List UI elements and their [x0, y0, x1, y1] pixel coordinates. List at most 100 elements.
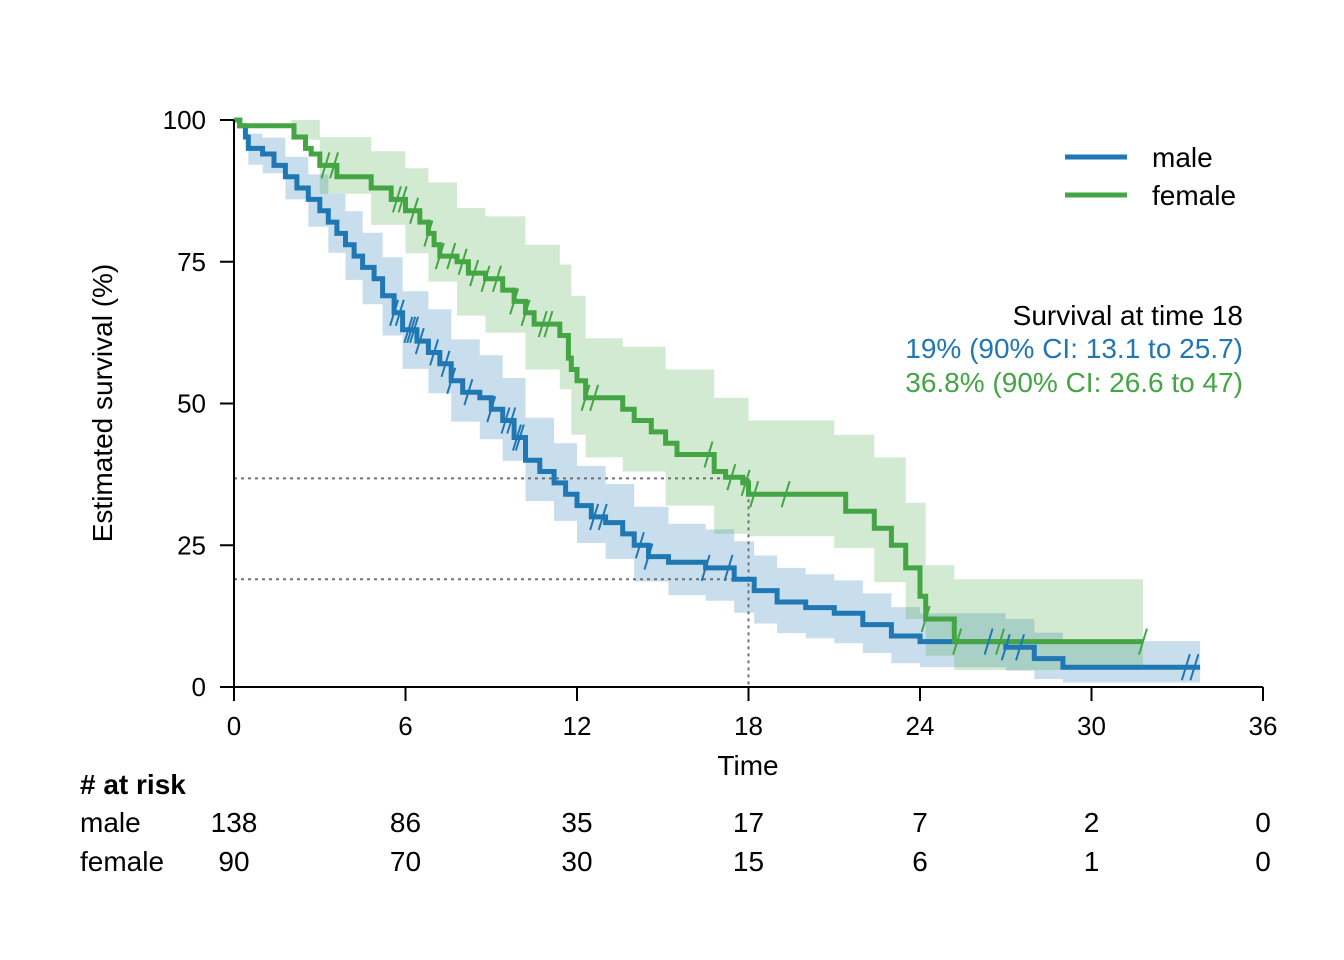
censor-mark-male [446, 367, 457, 395]
confidence-bands [234, 120, 1201, 683]
x-tick-label: 18 [734, 711, 763, 741]
legend-label-male: male [1152, 142, 1213, 173]
censor-mark-female [589, 384, 600, 412]
curve-female [234, 117, 1143, 645]
censor-mark-female [780, 480, 791, 508]
censor-mark-male [1180, 653, 1191, 681]
censor-mark-female [543, 310, 554, 338]
censor-mark-female [703, 441, 714, 468]
risk-value-female: 1 [1084, 846, 1100, 877]
censor-mark-female [749, 480, 760, 508]
reference-lines [234, 477, 750, 687]
censor-mark-female [423, 220, 434, 247]
censor-mark-female [469, 259, 480, 287]
risk-value-male: 86 [390, 807, 421, 838]
censor-mark-female [492, 265, 502, 293]
censor-mark-female [537, 310, 548, 338]
censor-mark-female [952, 628, 963, 655]
annotation-male: 19% (90% CI: 13.1 to 25.7) [905, 333, 1243, 364]
y-tick-label: 100 [163, 105, 206, 135]
x-tick-label: 6 [398, 711, 412, 741]
censor-mark-female [509, 288, 520, 315]
risk-values: 138 86 35 17 7 2 0 90 70 30 15 6 1 0 [211, 807, 1271, 877]
censor-mark-male [406, 316, 417, 344]
censor-mark-female [580, 384, 591, 412]
censor-mark-male [1000, 634, 1011, 661]
risk-table: # at risk male female 138 86 35 17 7 2 0 90 70 30… [80, 769, 1271, 877]
censor-mark-male [440, 350, 451, 378]
censor-mark-female [457, 248, 468, 276]
risk-value-female: 15 [733, 846, 764, 877]
censor-mark-male [414, 327, 425, 355]
censor-mark-female [920, 605, 931, 633]
censor-mark-female [391, 186, 402, 213]
risk-value-female: 70 [390, 846, 421, 877]
censor-mark-female [1137, 628, 1148, 655]
censor-mark-male [409, 316, 420, 344]
risk-value-female: 30 [561, 846, 592, 877]
censor-mark-female [520, 299, 531, 327]
censor-mark-female [329, 152, 339, 179]
x-tick-label: 24 [906, 711, 935, 741]
censor-mark-female [320, 152, 331, 179]
risk-value-female: 6 [912, 846, 928, 877]
censor-mark-male [643, 543, 654, 570]
y-tick-label: 50 [177, 389, 206, 419]
risk-value-male: 17 [733, 807, 764, 838]
censor-mark-male [389, 299, 400, 327]
risk-value-male: 35 [561, 807, 592, 838]
censor-mark-male [403, 316, 414, 344]
risk-value-male: 7 [912, 807, 928, 838]
censor-mark-male [1015, 634, 1025, 661]
censor-mark-male [983, 628, 994, 655]
annotation-female: 36.8% (90% CI: 26.6 to 47) [905, 367, 1243, 398]
survival-curves [234, 117, 1201, 670]
risk-value-male: 2 [1084, 807, 1100, 838]
survival-annotation: Survival at time 18 19% (90% CI: 13.1 to… [905, 300, 1243, 398]
censor-mark-male [500, 407, 511, 434]
censor-mark-female [995, 628, 1005, 655]
x-tick-label: 36 [1249, 711, 1278, 741]
y-axis-title: Estimated survival (%) [87, 264, 118, 543]
annotation-title: Survival at time 18 [1013, 300, 1243, 331]
censor-mark-male [429, 339, 440, 366]
x-tick-label: 0 [227, 711, 241, 741]
censor-mark-female [726, 463, 737, 491]
risk-value-female: 90 [218, 846, 249, 877]
risk-row-label-male: male [80, 807, 141, 838]
legend: male female [1065, 142, 1236, 211]
censor-mark-male [512, 424, 522, 451]
censor-mark-female [434, 242, 445, 270]
censor-mark-female [740, 469, 751, 497]
censor-mark-male [723, 554, 734, 582]
censor-mark-male [463, 378, 474, 406]
x-tick-label: 12 [563, 711, 592, 741]
risk-value-male: 0 [1255, 807, 1271, 838]
censor-mark-male [700, 554, 711, 582]
y-tick-label: 25 [177, 530, 206, 560]
censor-marks [320, 152, 1200, 681]
x-axis-title: Time [717, 750, 778, 781]
y-tick-label: 0 [192, 672, 206, 702]
axes: 0 25 50 75 100 0 6 12 18 24 30 36 [163, 105, 1278, 741]
curve-male [234, 117, 1201, 670]
censor-mark-male [394, 299, 405, 327]
censor-mark-male [1189, 653, 1200, 681]
censor-mark-female [446, 242, 457, 270]
censor-mark-male [634, 531, 645, 559]
censor-mark-female [397, 186, 408, 213]
ci-band-female [234, 120, 1143, 670]
censor-mark-female [480, 265, 491, 293]
censor-mark-male [506, 407, 517, 434]
y-tick-label: 75 [177, 247, 206, 277]
censor-mark-male [486, 395, 497, 423]
risk-row-label-female: female [80, 846, 164, 877]
legend-label-female: female [1152, 180, 1236, 211]
risk-value-female: 0 [1255, 846, 1271, 877]
risk-table-title: # at risk [80, 769, 186, 800]
censor-mark-male [589, 503, 600, 531]
x-tick-label: 30 [1077, 711, 1106, 741]
censor-mark-female [409, 197, 420, 225]
censor-mark-male [597, 503, 608, 531]
